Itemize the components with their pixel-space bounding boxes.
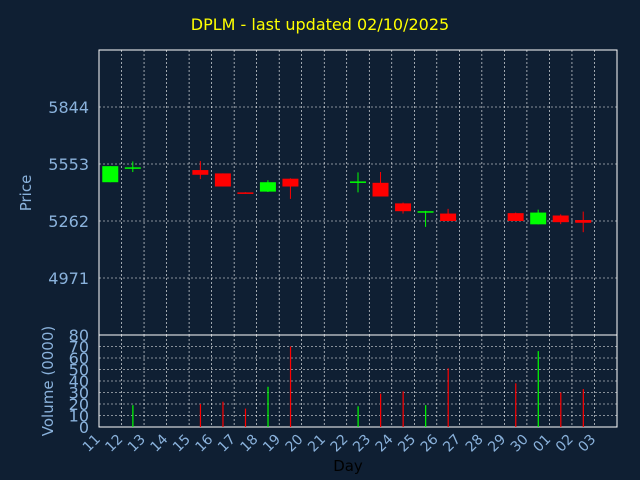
price-grid xyxy=(99,50,617,335)
candle-body xyxy=(214,173,231,187)
volume-bar xyxy=(537,351,539,427)
day-tick-label: 29 xyxy=(485,432,509,456)
volume-grid xyxy=(99,335,617,427)
volume-bar xyxy=(289,346,292,427)
day-tick-label: 18 xyxy=(238,432,262,456)
candle-body xyxy=(124,167,141,169)
candle-body xyxy=(395,203,412,212)
candle-body xyxy=(372,182,389,197)
volume-tick-label: 20 xyxy=(69,395,89,414)
chart-title: DPLM - last updated 02/10/2025 xyxy=(190,15,450,34)
candle-body xyxy=(259,182,276,192)
volume-bar xyxy=(425,405,427,427)
volume-bar xyxy=(402,391,404,427)
price-tick-label: 5844 xyxy=(48,98,89,117)
volume-bar xyxy=(132,405,134,427)
day-tick-label: 20 xyxy=(283,432,307,456)
candle-body xyxy=(440,213,457,221)
day-tick-label: 23 xyxy=(350,432,374,456)
price-panel-frame xyxy=(98,49,618,336)
candle-body xyxy=(575,220,592,223)
volume-bar xyxy=(447,368,449,427)
price-tick-label: 5553 xyxy=(48,155,89,174)
volume-bar xyxy=(267,386,269,427)
candle-body xyxy=(237,192,254,194)
day-tick-label: 03 xyxy=(575,432,599,456)
day-tick-label: 13 xyxy=(125,432,149,456)
candlestick-series xyxy=(102,161,592,233)
volume-bar xyxy=(222,401,224,427)
price-tick-label: 5262 xyxy=(48,212,89,231)
price-tick-labels: 4971 5262 5553 5844 xyxy=(48,98,89,288)
candle-body xyxy=(552,215,569,223)
day-tick-label: 16 xyxy=(193,431,217,455)
volume-tick-label: 10 xyxy=(69,407,89,426)
day-tick-labels: 1112131415161718192021222324252627282930… xyxy=(80,431,599,455)
day-tick-label: 12 xyxy=(102,432,126,456)
volume-tick-label: 80 xyxy=(69,326,89,345)
day-axis-title: Day xyxy=(333,457,363,475)
volume-axis-title: Volume (0000) xyxy=(39,326,57,436)
volume-tick-label: 40 xyxy=(69,372,89,391)
day-tick-label: 17 xyxy=(215,432,239,456)
candle-body xyxy=(102,166,119,183)
candle-body xyxy=(192,170,209,175)
candle-body xyxy=(507,213,524,221)
volume-tick-label: 70 xyxy=(69,338,89,357)
volume-bar xyxy=(244,408,247,427)
day-tick-label: 15 xyxy=(170,432,194,456)
volume-bar xyxy=(199,404,202,427)
price-tick-label: 4971 xyxy=(48,269,89,288)
volume-tick-label: 30 xyxy=(69,384,89,403)
candle-body xyxy=(282,178,299,187)
candle-body xyxy=(530,212,547,225)
volume-tick-label: 50 xyxy=(69,361,89,380)
day-tick-label: 01 xyxy=(530,432,554,456)
day-tick-label: 28 xyxy=(463,432,487,456)
day-tick-label: 30 xyxy=(508,432,532,456)
day-tick-label: 22 xyxy=(328,432,352,456)
candle-body xyxy=(350,181,366,183)
volume-tick-label: 0 xyxy=(79,418,89,437)
day-tick-label: 19 xyxy=(260,432,284,456)
price-axis-title: Price xyxy=(17,175,35,212)
day-tick-label: 26 xyxy=(418,431,442,455)
day-tick-label: 25 xyxy=(395,432,419,456)
day-tick-label: 24 xyxy=(373,431,397,455)
volume-bar xyxy=(582,389,584,427)
day-tick-label: 02 xyxy=(553,432,577,456)
day-tick-label: 21 xyxy=(305,432,329,456)
volume-tick-label: 60 xyxy=(69,349,89,368)
day-tick-label: 14 xyxy=(147,431,171,455)
candle-body xyxy=(417,211,434,213)
volume-bar xyxy=(515,383,517,427)
day-tick-label: 27 xyxy=(440,432,464,456)
volume-bar xyxy=(357,406,359,427)
volume-bar xyxy=(380,393,382,427)
volume-bar-series xyxy=(132,346,584,427)
volume-bar xyxy=(560,392,562,427)
